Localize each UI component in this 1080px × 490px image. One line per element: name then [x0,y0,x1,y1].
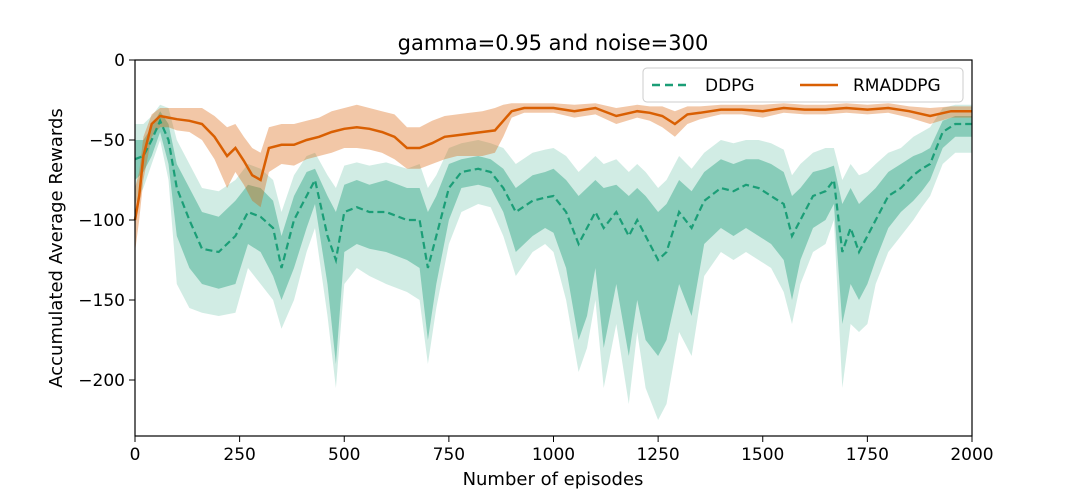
x-tick-label: 2000 [950,445,993,465]
x-tick-label: 750 [433,445,465,465]
ddpg-bands [135,104,972,421]
y-axis-ticks: 0 −50 −100 −150 −200 [78,51,135,391]
x-tick-label: 250 [223,445,255,465]
x-tick-label: 1000 [532,445,575,465]
y-tick-label: −100 [78,211,125,231]
legend: DDPG RMADDPG [642,67,964,103]
ddpg-mean-line [134,118,972,269]
y-tick-label: −50 [89,131,125,151]
rmaddpg-bands [135,103,972,252]
ddpg-outer-band [135,104,972,421]
y-tick-label: −150 [78,291,125,311]
y-tick-label: −200 [78,371,125,391]
x-tick-label: 500 [328,445,360,465]
y-tick-label: 0 [114,51,125,71]
x-tick-label: 1250 [636,445,679,465]
y-axis-label: Accumulated Average Rewards [46,108,67,388]
rmaddpg-band [135,103,972,252]
ddpg-inner-band [135,111,972,364]
x-axis-ticks: 0 250 500 750 1000 1250 1500 1750 2000 [130,436,994,465]
series-lines [133,106,972,269]
x-tick-label: 1750 [846,445,889,465]
legend-ddpg-label: DDPG [705,76,755,96]
x-tick-label: 1500 [741,445,784,465]
legend-rmaddpg-label: RMADDPG [853,76,941,96]
rmaddpg-mean-line [133,106,972,221]
chart-title: gamma=0.95 and noise=300 [398,31,709,55]
x-tick-label: 0 [130,445,141,465]
x-axis-label: Number of episodes [463,469,644,490]
